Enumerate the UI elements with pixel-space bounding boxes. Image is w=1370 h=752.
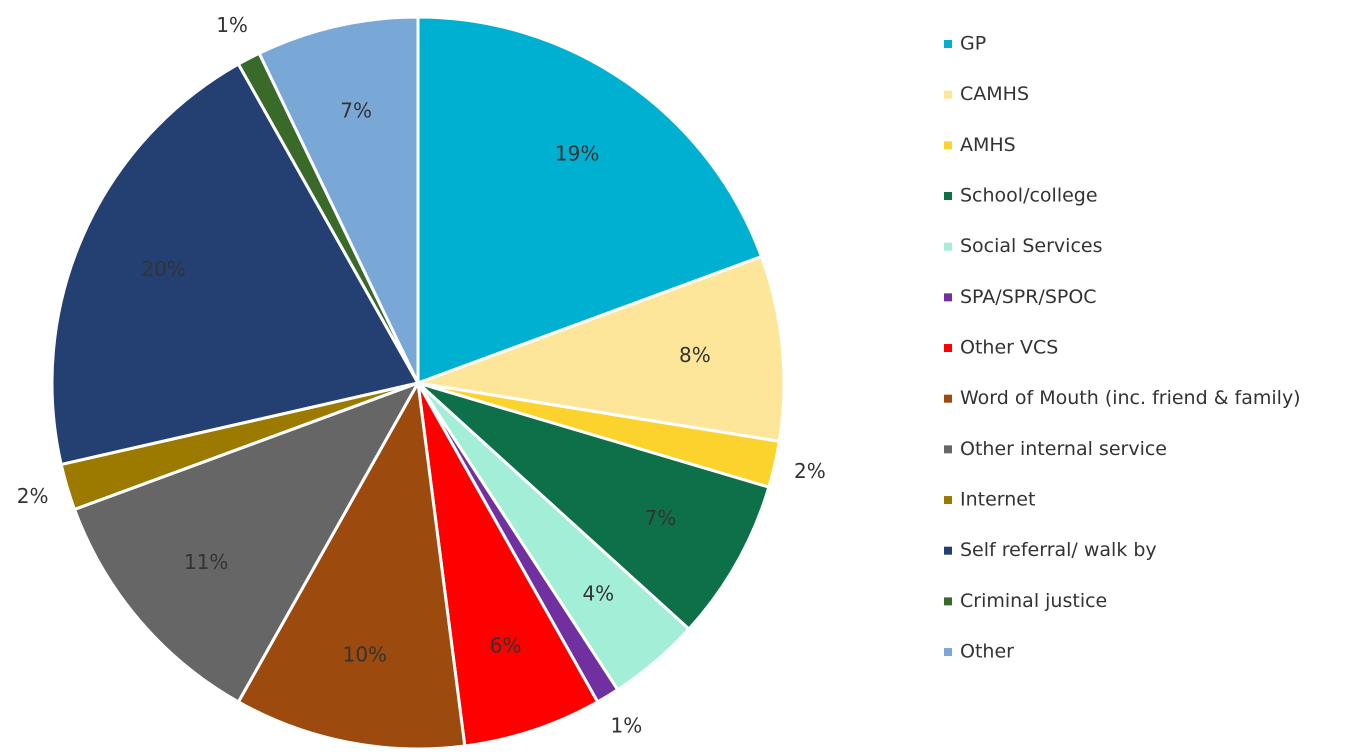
- pie-slice: [257, 15, 420, 384]
- pie-slice: [50, 62, 421, 467]
- pie-slice: [416, 15, 764, 386]
- legend-label: Self referral/ walk by: [960, 539, 1157, 561]
- data-label: 7%: [644, 506, 676, 530]
- data-label: 11%: [184, 550, 228, 574]
- pie-slice: [72, 380, 422, 704]
- legend-swatch: [944, 293, 952, 302]
- pie-slice: [236, 378, 467, 751]
- legend-label: Other: [960, 641, 1014, 663]
- data-label: 8%: [679, 343, 711, 367]
- pie-slice: [416, 381, 771, 632]
- data-label: 20%: [141, 257, 185, 281]
- legend-swatch: [944, 394, 952, 403]
- legend-swatch: [944, 90, 952, 99]
- legend-swatch: [944, 496, 952, 505]
- legend-label: Criminal justice: [960, 590, 1107, 612]
- legend-label: Other internal service: [960, 438, 1167, 460]
- data-label: 7%: [340, 98, 372, 122]
- pie-slice: [416, 382, 600, 748]
- legend-swatch: [944, 344, 952, 353]
- legend-label: Internet: [960, 489, 1035, 511]
- legend-label: Social Services: [960, 235, 1103, 257]
- data-label: 2%: [794, 459, 826, 483]
- legend-label: SPA/SPR/SPOC: [960, 286, 1097, 308]
- legend-swatch: [944, 40, 952, 48]
- data-label: 1%: [216, 13, 248, 37]
- data-label: 4%: [582, 581, 614, 605]
- legend-label: GP: [960, 33, 986, 55]
- data-label: 19%: [555, 141, 599, 165]
- data-label: 1%: [611, 713, 643, 737]
- legend-swatch: [944, 192, 952, 201]
- data-label: 10%: [343, 643, 387, 667]
- legend-swatch: [944, 546, 952, 555]
- data-label: 2%: [17, 484, 49, 508]
- legend-label: AMHS: [960, 134, 1016, 156]
- pie-slice: [412, 254, 786, 444]
- legend-swatch: [944, 597, 952, 606]
- legend-label: CAMHS: [960, 83, 1029, 105]
- legend-label: School/college: [960, 185, 1098, 207]
- legend-swatch: [944, 141, 952, 150]
- legend-swatch: [944, 648, 952, 657]
- data-label: 6%: [490, 633, 522, 657]
- legend-label: Word of Mouth (inc. friend & family): [960, 387, 1301, 409]
- legend-swatch: [944, 445, 952, 454]
- legend-label: Other VCS: [960, 337, 1058, 359]
- legend-swatch: [944, 242, 952, 251]
